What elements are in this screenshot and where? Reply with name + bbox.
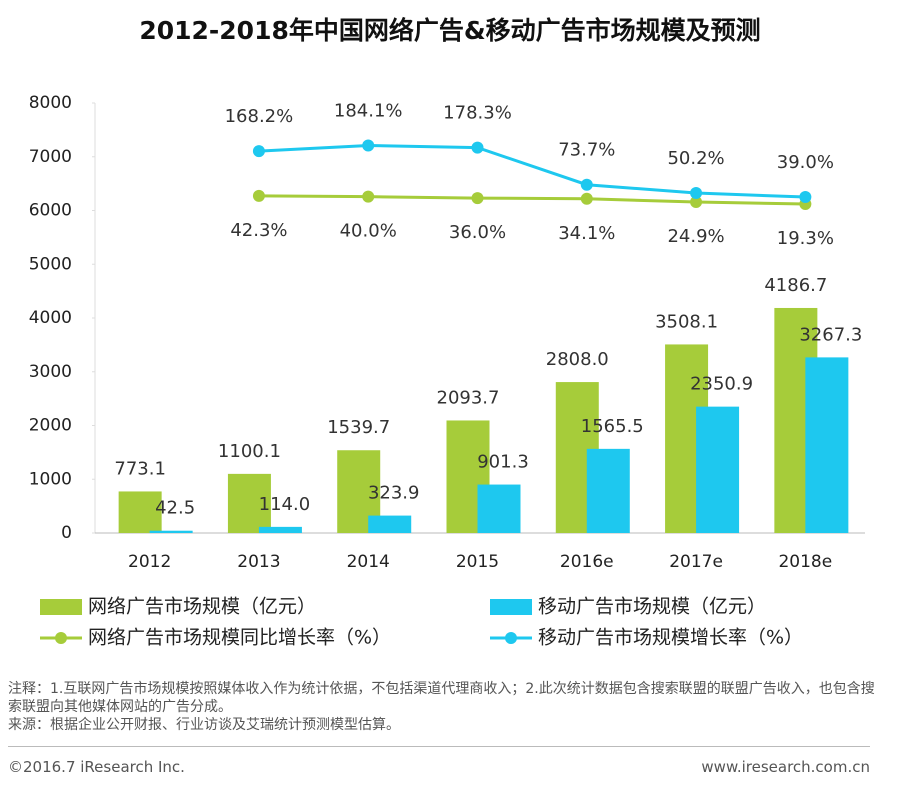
bar [118, 491, 162, 533]
line-marker [471, 141, 484, 154]
chart-title: 2012-2018年中国网络广告&移动广告市场规模及预测 [139, 16, 760, 45]
data-label: 24.9% [667, 226, 724, 247]
line-marker [690, 196, 703, 209]
data-label: 114.0 [259, 494, 311, 515]
line-marker [252, 189, 265, 202]
data-label: 40.0% [340, 221, 397, 242]
legend-marker [505, 632, 517, 644]
data-label: 4186.7 [764, 275, 827, 296]
y-tick-label: 3000 [29, 362, 72, 382]
line-marker [252, 145, 265, 158]
x-tick-label: 2014 [347, 552, 390, 572]
line-marker [799, 191, 812, 204]
separator [8, 746, 870, 747]
source: 来源：根据企业公开财报、行业访谈及艾瑞统计预测模型估算。 [8, 717, 400, 733]
data-label: 2350.9 [690, 374, 753, 395]
y-tick-label: 2000 [29, 416, 72, 436]
line-marker [690, 187, 703, 200]
bar [149, 530, 193, 533]
data-label: 323.9 [368, 483, 420, 504]
data-label: 1100.1 [218, 441, 281, 462]
line-marker [471, 192, 484, 205]
data-label: 168.2% [225, 106, 294, 127]
data-label: 36.0% [449, 222, 506, 243]
legend-swatch [40, 599, 82, 615]
data-label: 34.1% [558, 223, 615, 244]
line [258, 144, 806, 199]
data-label: 3267.3 [799, 324, 862, 345]
data-label: 42.5 [155, 498, 195, 519]
bar [227, 473, 271, 533]
bar [586, 448, 630, 533]
legend-label: 移动广告市场规模（亿元） [538, 596, 766, 618]
bar [696, 406, 740, 533]
data-label: 19.3% [777, 228, 834, 249]
x-tick-label: 2012 [128, 552, 171, 572]
x-tick-label: 2017e [669, 552, 723, 572]
chart: 2012-2018年中国网络广告&移动广告市场规模及预测 0 1000 2000 30… [29, 16, 865, 649]
x-tick-label: 2015 [456, 552, 499, 572]
line-marker [362, 190, 375, 203]
line [258, 194, 806, 206]
x-tick-label: 2013 [237, 552, 280, 572]
y-tick-label: 5000 [29, 254, 72, 274]
data-label: 901.3 [477, 452, 529, 473]
data-label: 39.0% [777, 152, 834, 173]
bar [477, 484, 521, 533]
legend-swatch [490, 599, 532, 615]
note: 注释：1.互联网广告市场规模按照媒体收入作为统计依据，不包括渠道代理商收入；2.… [8, 681, 875, 715]
data-label: 1539.7 [327, 417, 390, 438]
x-tick-label: 2018e [778, 552, 832, 572]
line-marker [580, 192, 593, 205]
data-label: 1565.5 [581, 416, 644, 437]
data-label: 773.1 [114, 458, 166, 479]
data-label: 178.3% [443, 103, 512, 124]
x-tick-label: 2016e [560, 552, 614, 572]
data-label: 50.2% [667, 148, 724, 169]
y-tick-label: 4000 [29, 308, 72, 328]
y-tick-label: 1000 [29, 469, 72, 489]
line-marker [362, 139, 375, 152]
bar [805, 357, 849, 533]
data-label: 184.1% [334, 101, 403, 122]
legend-label: 网络广告市场规模（亿元） [88, 596, 316, 618]
y-tick-label: 8000 [29, 93, 72, 113]
legend-marker [55, 632, 67, 644]
website: www.iresearch.com.cn [701, 758, 870, 776]
line-marker [580, 178, 593, 191]
y-tick-label: 7000 [29, 147, 72, 167]
copyright: ©2016.7 iResearch Inc. [8, 758, 185, 776]
bar [368, 515, 412, 533]
y-tick-label: 0 [61, 523, 72, 543]
data-label: 3508.1 [655, 311, 718, 332]
y-tick-label: 6000 [29, 201, 72, 221]
legend-label: 网络广告市场规模同比增长率（%） [88, 627, 391, 649]
data-label: 73.7% [558, 140, 615, 161]
legend-label: 移动广告市场规模增长率（%） [538, 627, 803, 649]
data-label: 2093.7 [437, 387, 500, 408]
data-label: 2808.0 [546, 349, 609, 370]
bar [258, 526, 302, 533]
data-label: 42.3% [230, 220, 287, 241]
